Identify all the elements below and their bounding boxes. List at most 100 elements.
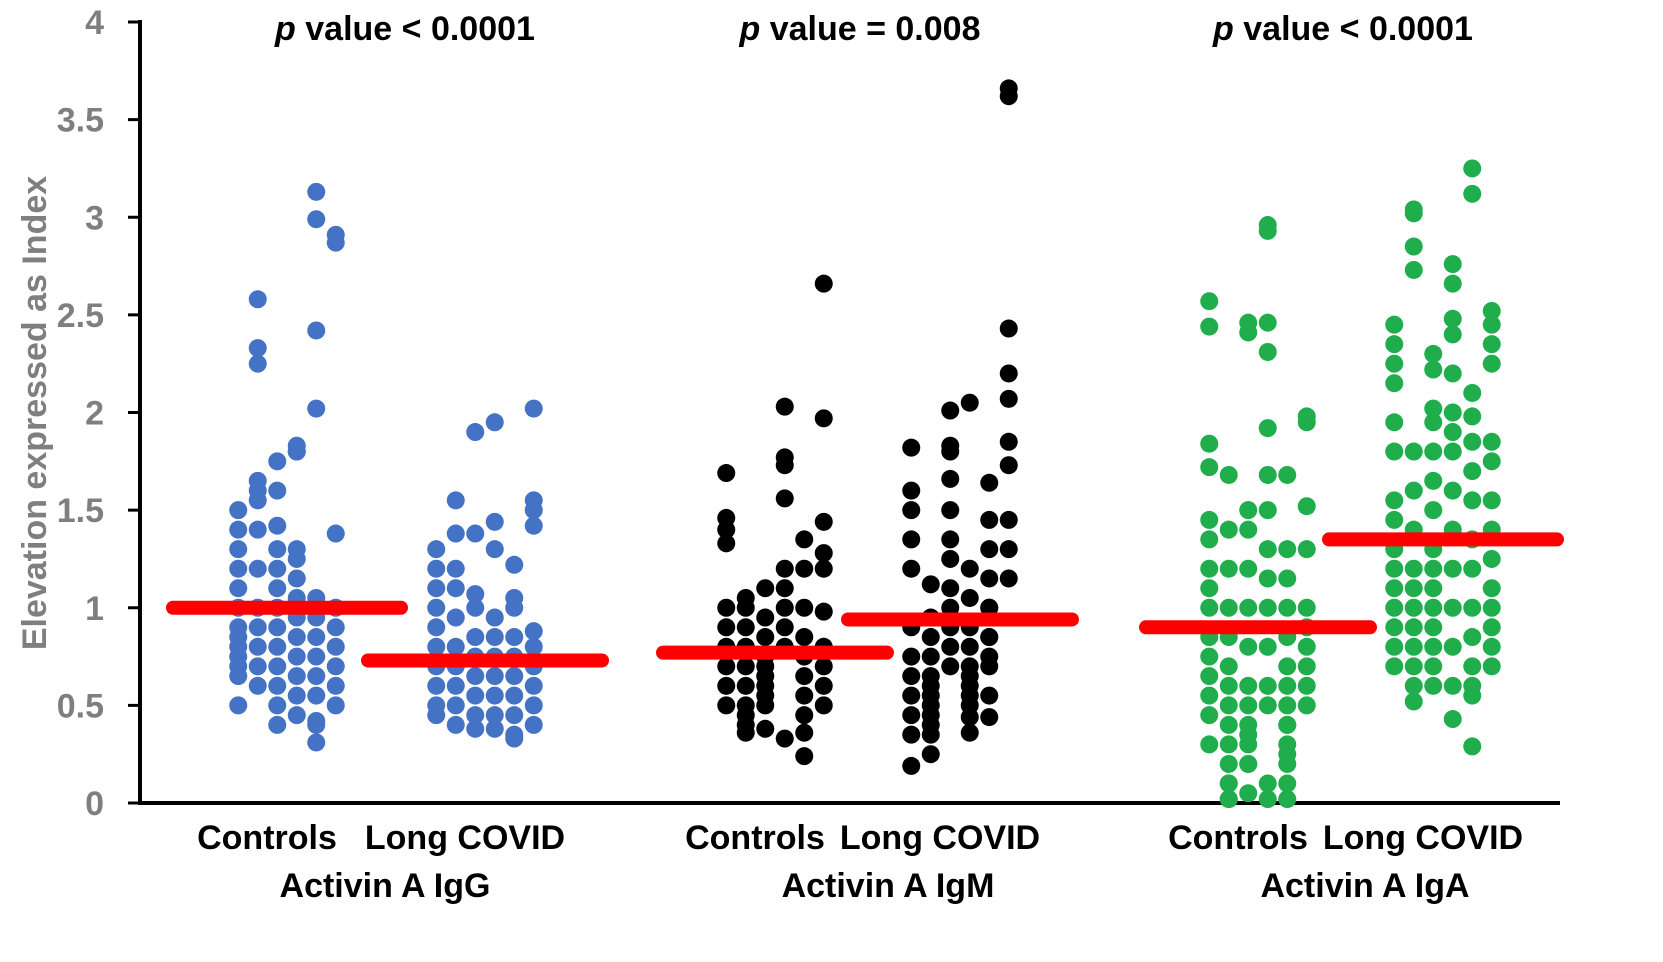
group-label: Activin A IgM xyxy=(782,867,995,905)
data-point xyxy=(814,512,833,531)
data-point xyxy=(1219,735,1238,754)
data-point xyxy=(1219,465,1238,484)
data-point xyxy=(1482,452,1501,471)
data-point xyxy=(1443,403,1462,422)
data-point xyxy=(446,715,465,734)
data-point xyxy=(1404,200,1423,219)
group-label: Activin A IgG xyxy=(280,867,491,905)
data-point xyxy=(921,575,940,594)
data-point xyxy=(960,723,979,742)
data-point xyxy=(1258,501,1277,520)
data-point xyxy=(902,481,921,500)
data-point xyxy=(427,676,446,695)
data-point xyxy=(1404,657,1423,676)
data-point xyxy=(960,637,979,656)
data-point xyxy=(1443,481,1462,500)
data-point xyxy=(1297,637,1316,656)
data-point xyxy=(960,393,979,412)
data-point xyxy=(775,397,794,416)
data-point xyxy=(307,733,326,752)
data-point xyxy=(485,706,504,725)
data-point xyxy=(268,715,287,734)
data-point xyxy=(1424,501,1443,520)
data-point xyxy=(814,657,833,676)
data-point xyxy=(1482,491,1501,510)
data-point xyxy=(1200,292,1219,311)
data-point xyxy=(999,456,1018,475)
data-point xyxy=(1278,676,1297,695)
data-point xyxy=(505,628,524,647)
data-point xyxy=(1404,598,1423,617)
data-point xyxy=(485,540,504,559)
data-point xyxy=(307,182,326,201)
data-point xyxy=(466,423,485,442)
data-point xyxy=(1239,559,1258,578)
data-point xyxy=(1239,725,1258,744)
data-point xyxy=(427,696,446,715)
data-point xyxy=(921,715,940,734)
data-point xyxy=(1443,423,1462,442)
data-point xyxy=(1404,579,1423,598)
data-point xyxy=(980,540,999,559)
data-point xyxy=(814,676,833,695)
data-point xyxy=(1219,559,1238,578)
data-point xyxy=(1463,184,1482,203)
data-point xyxy=(505,555,524,574)
data-point xyxy=(524,696,543,715)
data-point xyxy=(1200,686,1219,705)
data-point xyxy=(902,725,921,744)
data-point xyxy=(1385,374,1404,393)
data-point xyxy=(1385,637,1404,656)
data-point xyxy=(902,501,921,520)
data-point xyxy=(229,520,248,539)
data-point xyxy=(999,319,1018,338)
category-label: Long COVID xyxy=(365,819,565,857)
data-point xyxy=(1239,754,1258,773)
data-point xyxy=(326,696,345,715)
data-point xyxy=(1278,540,1297,559)
data-point xyxy=(980,598,999,617)
data-point xyxy=(248,676,267,695)
data-point xyxy=(268,579,287,598)
data-point xyxy=(756,579,775,598)
data-point xyxy=(717,534,736,553)
data-point xyxy=(1404,481,1423,500)
data-point xyxy=(1239,676,1258,695)
p-value-text: value < 0.0001 xyxy=(296,10,535,48)
data-point xyxy=(485,667,504,686)
data-point xyxy=(756,657,775,676)
y-tick-label: 1 xyxy=(85,590,104,628)
data-point xyxy=(1463,407,1482,426)
data-point xyxy=(1219,790,1238,809)
data-point xyxy=(268,452,287,471)
data-point xyxy=(999,540,1018,559)
data-point xyxy=(1463,598,1482,617)
data-point xyxy=(1200,510,1219,529)
data-point xyxy=(1482,579,1501,598)
data-point xyxy=(1385,598,1404,617)
data-point xyxy=(1482,598,1501,617)
data-point xyxy=(795,706,814,725)
data-point xyxy=(1297,676,1316,695)
data-point xyxy=(229,501,248,520)
data-point xyxy=(999,364,1018,383)
data-point xyxy=(1463,676,1482,695)
data-point xyxy=(268,618,287,637)
data-point xyxy=(902,706,921,725)
data-point xyxy=(1258,790,1277,809)
data-point xyxy=(466,719,485,738)
data-point xyxy=(902,530,921,549)
data-point xyxy=(775,579,794,598)
data-point xyxy=(960,559,979,578)
data-point xyxy=(268,559,287,578)
data-point xyxy=(1200,317,1219,336)
data-point xyxy=(795,667,814,686)
data-point xyxy=(1297,657,1316,676)
data-point xyxy=(1443,325,1462,344)
data-point xyxy=(248,354,267,373)
y-axis-label: Elevation expressed as Index xyxy=(16,176,54,650)
data-point xyxy=(960,708,979,727)
data-point xyxy=(485,686,504,705)
data-point xyxy=(1200,579,1219,598)
data-point xyxy=(756,696,775,715)
